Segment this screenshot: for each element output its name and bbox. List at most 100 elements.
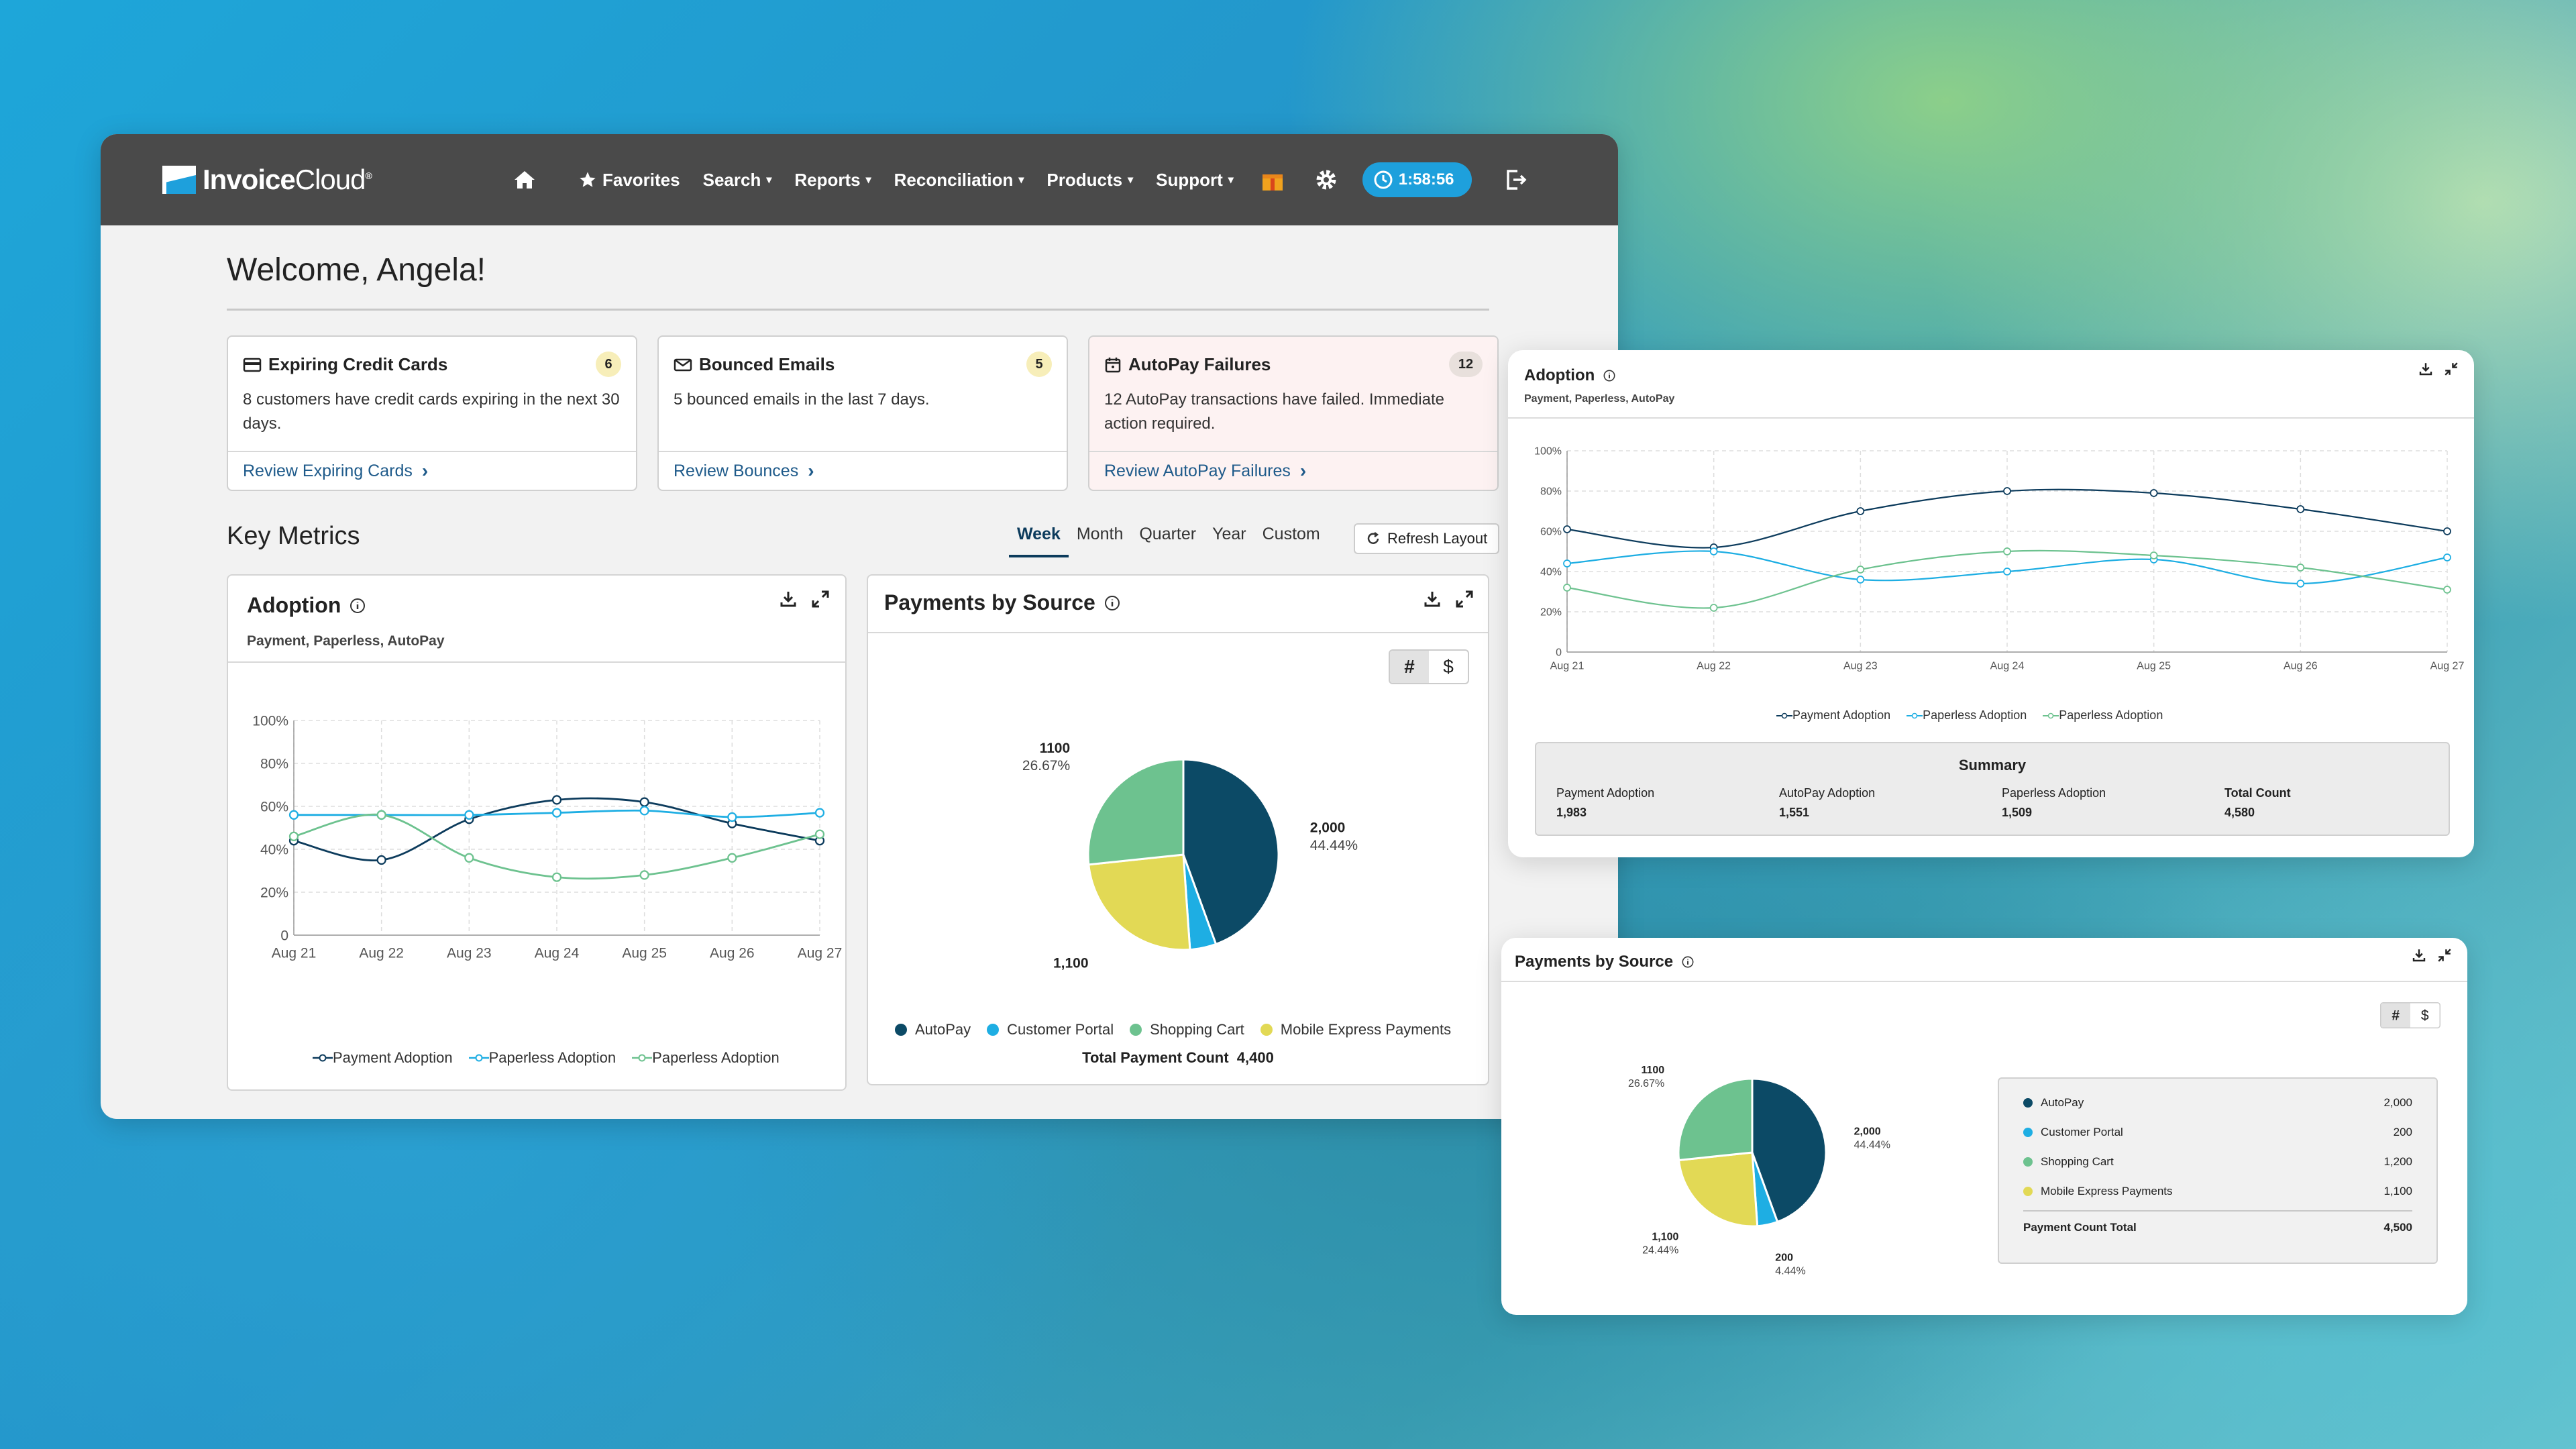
review-bounces-link[interactable]: Review Bounces › (674, 460, 814, 482)
tab-week[interactable]: Week (1009, 521, 1069, 557)
tab-month[interactable]: Month (1076, 525, 1124, 543)
download-icon[interactable] (2418, 361, 2434, 377)
row-value: 1,100 (2383, 1185, 2412, 1197)
legend-autopay[interactable]: AutoPay (895, 1021, 971, 1038)
toggle-count[interactable]: # (2381, 1003, 2410, 1028)
nav-reconciliation[interactable]: Reconciliation ▾ (894, 170, 1024, 191)
data-point (288, 810, 299, 820)
pie-slice (1677, 1151, 1759, 1228)
collapse-icon[interactable] (2436, 947, 2453, 963)
gift-icon[interactable] (1260, 168, 1285, 192)
refresh-label: Refresh Layout (1387, 530, 1488, 547)
download-icon[interactable] (1422, 589, 1442, 609)
info-icon[interactable] (1681, 955, 1695, 969)
info-icon[interactable] (1104, 594, 1121, 612)
card-divider (228, 451, 636, 452)
nav-favorites[interactable]: Favorites (578, 170, 680, 191)
x-tick-label: Aug 22 (1697, 661, 1731, 672)
info-icon[interactable] (349, 597, 366, 614)
data-point (551, 795, 562, 805)
tab-quarter[interactable]: Quarter (1139, 525, 1197, 543)
data-point (551, 808, 562, 818)
x-tick-label: Aug 26 (2284, 661, 2318, 672)
card-body: 8 customers have credit cards expiring i… (243, 390, 620, 433)
card-expiring-credit-cards: Expiring Credit Cards 6 8 customers have… (227, 335, 637, 491)
legend-marker (2043, 712, 2059, 718)
legend-paperless-adoption[interactable]: Paperless Adoption (1907, 708, 2027, 722)
collapse-icon[interactable] (2443, 361, 2459, 377)
total-payment-count: Total Payment Count 4,400 (868, 1049, 1488, 1067)
legend-marker (1776, 712, 1792, 718)
invoicecloud-logo[interactable]: InvoiceCloud® (162, 163, 444, 197)
card-body: 5 bounced emails in the last 7 days. (674, 390, 930, 409)
chevron-right-icon: › (1299, 460, 1307, 481)
summary-value: 1,983 (1556, 806, 1587, 819)
data-point (2296, 564, 2305, 572)
summary-title: Summary (1958, 757, 2027, 773)
legend-paperless-adoption-2[interactable]: Paperless Adoption (632, 1049, 780, 1067)
summary-label: Paperless Adoption (2002, 786, 2106, 800)
download-icon[interactable] (2411, 947, 2427, 963)
review-expiring-cards-link[interactable]: Review Expiring Cards › (243, 460, 428, 482)
y-tick-label: 60% (1540, 527, 1562, 538)
nav-reports[interactable]: Reports ▾ (794, 170, 871, 191)
chevron-right-icon: › (421, 460, 429, 481)
tab-year[interactable]: Year (1212, 525, 1246, 543)
summary-label: Total Count (2224, 786, 2291, 800)
data-point (464, 853, 474, 863)
adoption-line-chart: 0 20% 40% 60% 80% 100% Aug 21 Aug 22 Aug 23 Aug 2… (252, 713, 842, 961)
legend-shopping-cart[interactable]: Shopping Cart (1130, 1021, 1244, 1038)
period-tabs: Week Month Quarter Year Custom (1009, 521, 1328, 557)
legend-marker (632, 1054, 653, 1062)
legend-mobile-express[interactable]: Mobile Express Payments (1260, 1021, 1451, 1038)
x-tick-label: Aug 24 (1990, 661, 2025, 672)
pie-slice (1087, 853, 1191, 951)
nav-support[interactable]: Support ▾ (1156, 170, 1234, 191)
data-point (551, 872, 562, 882)
panel-divider (228, 661, 845, 663)
legend-customer-portal[interactable]: Customer Portal (987, 1021, 1114, 1038)
data-point (1856, 507, 1865, 515)
legend-payment-adoption[interactable]: Payment Adoption (313, 1049, 453, 1067)
legend-marker (313, 1054, 333, 1062)
nav-search[interactable]: Search ▾ (703, 170, 772, 191)
summary-payment-adoption: Payment Adoption 1,983 (1556, 786, 1654, 820)
session-timer[interactable]: 1:58:56 (1362, 162, 1472, 197)
welcome-heading: Welcome, Angela! (227, 252, 486, 288)
legend-label: AutoPay (915, 1021, 971, 1038)
expand-icon[interactable] (1454, 589, 1474, 609)
legend-dot (987, 1024, 1000, 1036)
logout-icon[interactable] (1503, 167, 1528, 193)
slice-percent-label: 26.67% (1022, 758, 1070, 773)
link-label: Review AutoPay Failures (1104, 461, 1291, 480)
review-autopay-failures-link[interactable]: Review AutoPay Failures › (1104, 460, 1306, 482)
toggle-count[interactable]: # (1390, 651, 1429, 683)
card-body: 12 AutoPay transactions have failed. Imm… (1104, 390, 1444, 433)
tab-custom[interactable]: Custom (1262, 525, 1320, 543)
download-icon[interactable] (778, 589, 798, 609)
legend-paperless-adoption-2[interactable]: Paperless Adoption (2043, 708, 2163, 722)
slice-percent-label: 24.44% (1642, 1245, 1678, 1256)
home-icon[interactable] (511, 166, 538, 193)
pie-slice (1751, 1077, 1827, 1224)
chevron-down-icon: ▾ (1228, 174, 1234, 186)
toggle-amount[interactable]: $ (2420, 1007, 2429, 1023)
summary-value: 1,551 (1779, 806, 1810, 819)
summary-label: AutoPay Adoption (1779, 786, 1876, 800)
toggle-amount[interactable]: $ (1443, 656, 1454, 677)
info-icon[interactable] (1603, 369, 1616, 382)
legend-paperless-adoption[interactable]: Paperless Adoption (468, 1049, 616, 1067)
data-point (1709, 604, 1718, 612)
data-point (2003, 568, 2011, 576)
summary-value: 4,580 (2224, 806, 2255, 819)
y-tick-label: 60% (260, 799, 288, 814)
legend-payment-adoption[interactable]: Payment Adoption (1776, 708, 1890, 722)
slice-value-label: 2,000 (1854, 1126, 1881, 1137)
nav-search-label: Search (702, 169, 761, 190)
gear-icon[interactable] (1313, 166, 1340, 193)
refresh-layout-button[interactable]: Refresh Layout (1354, 523, 1500, 554)
expand-icon[interactable] (810, 589, 830, 609)
nav-products[interactable]: Products ▾ (1046, 170, 1133, 191)
